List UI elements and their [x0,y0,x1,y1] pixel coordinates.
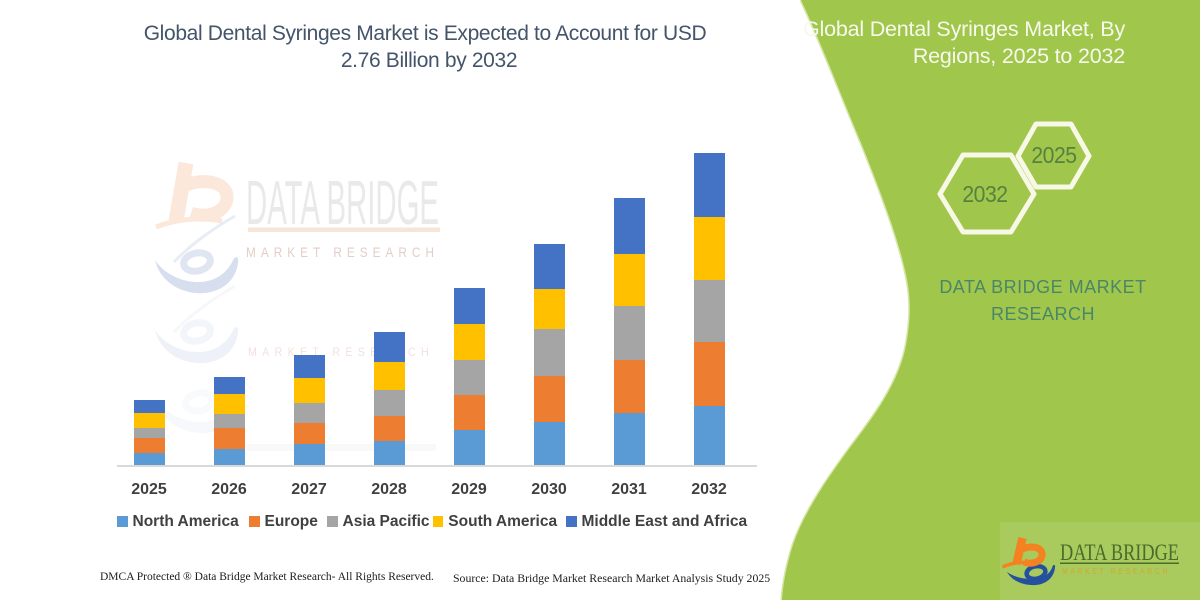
svg-text:DATA BRIDGE: DATA BRIDGE [246,169,439,238]
svg-text:MARKET RESEARCH: MARKET RESEARCH [1062,567,1170,576]
svg-text:MARKET RESEARCH: MARKET RESEARCH [246,244,439,260]
svg-text:DATA BRIDGE: DATA BRIDGE [1060,540,1179,565]
